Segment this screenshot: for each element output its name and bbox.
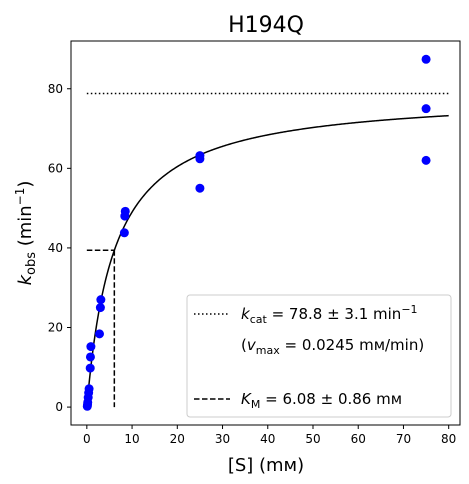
x-axis-ticks: 0 10 20 30 40 50 60 70 80 xyxy=(83,425,456,446)
legend-box xyxy=(186,294,452,418)
legend-vmax-label: (vmax = 0.0245 mм/min) xyxy=(241,336,424,357)
y-tick-label: 0 xyxy=(55,400,63,414)
y-axis-label-symbol: k xyxy=(15,273,36,285)
data-points xyxy=(82,54,431,411)
data-point xyxy=(84,384,94,394)
y-tick-label: 80 xyxy=(48,82,63,96)
fit-curve xyxy=(86,114,449,408)
x-axis-label: [S] (mм) xyxy=(228,455,304,476)
x-tick-label: 0 xyxy=(83,432,91,446)
data-point xyxy=(95,303,105,313)
x-tick-label: 40 xyxy=(260,432,275,446)
reference-lines xyxy=(86,92,449,408)
data-point xyxy=(94,329,104,339)
y-tick-label: 40 xyxy=(48,241,63,255)
data-point xyxy=(119,228,129,238)
y-axis-label-sub: obs xyxy=(24,252,39,275)
data-point xyxy=(85,352,95,362)
data-point xyxy=(120,206,130,216)
data-point xyxy=(96,295,106,305)
y-tick-label: 20 xyxy=(48,321,63,335)
data-point xyxy=(421,54,431,64)
x-tick-label: 10 xyxy=(124,432,139,446)
data-point xyxy=(195,183,205,193)
x-tick-label: 20 xyxy=(170,432,185,446)
x-tick-label: 70 xyxy=(396,432,411,446)
x-tick-label: 80 xyxy=(441,432,456,446)
legend-km-label: KM = 6.08 ± 0.86 mм xyxy=(241,390,402,411)
x-tick-label: 60 xyxy=(351,432,366,446)
data-point xyxy=(421,104,431,114)
data-point xyxy=(421,155,431,165)
legend-kcat-label: kcat = 78.8 ± 3.1 min−1 xyxy=(241,303,418,326)
data-point xyxy=(86,342,96,352)
y-axis-label-close: ) xyxy=(15,181,36,188)
x-tick-label: 50 xyxy=(305,432,320,446)
y-tick-label: 60 xyxy=(48,161,63,175)
y-axis-label-unit: (min xyxy=(15,205,36,252)
y-axis-label-sup: −1 xyxy=(13,188,27,206)
chart-title: H194Q xyxy=(228,13,304,38)
legend: kcat = 78.8 ± 3.1 min−1 (vmax = 0.0245 m… xyxy=(186,294,452,418)
y-axis-ticks: 0 20 40 60 80 xyxy=(48,82,71,414)
y-axis-label: kobs (min−1) xyxy=(13,181,39,286)
x-tick-label: 30 xyxy=(215,432,230,446)
data-point xyxy=(85,363,95,373)
data-point xyxy=(195,151,205,161)
